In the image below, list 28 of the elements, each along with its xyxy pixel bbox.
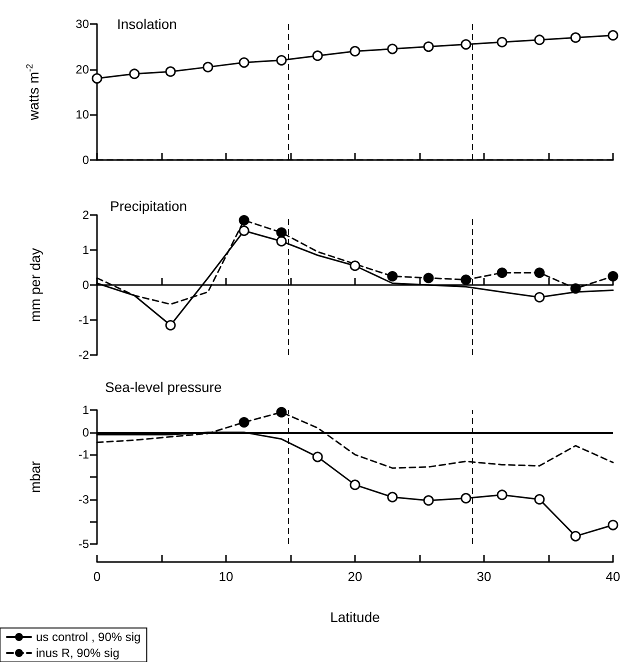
y-tick-label: 2 [82, 208, 90, 222]
chart-title: Sea-level pressure [105, 379, 222, 395]
y-tick-label: 0 [82, 278, 90, 292]
y-tick-label: 10 [76, 108, 90, 122]
y-tick-label: -2 [78, 348, 90, 362]
y-tick-label: 1 [82, 403, 90, 417]
y-tick-label: 1 [82, 243, 90, 257]
x-tick-label: 30 [476, 569, 492, 584]
y-tick-label: 20 [76, 62, 90, 76]
legend-label: us control , 90% sig [36, 630, 141, 644]
y-axis-title: mm per day [27, 248, 43, 322]
x-tick-label: 20 [348, 569, 362, 584]
y-tick-label: -1 [78, 313, 90, 327]
y-tick-label: -3 [78, 492, 90, 506]
legend-label: inus R, 90% sig [36, 646, 120, 660]
x-tick-label: 40 [606, 569, 620, 584]
y-tick-label: 0 [82, 425, 90, 440]
y-axis-title: mbar [27, 460, 43, 493]
x-axis-title: Latitude [330, 609, 380, 625]
y-tick-label: -5 [78, 537, 90, 551]
chart-title: Precipitation [110, 198, 188, 214]
chart-title: Insolation [117, 16, 177, 32]
y-tick-label: -1 [78, 448, 90, 462]
y-tick-label: 30 [76, 17, 90, 31]
y-axis-title: watts m-2 [24, 64, 42, 122]
x-tick-label: 10 [218, 569, 234, 584]
y-tick-label: 0 [82, 153, 90, 167]
x-tick-label: 0 [93, 569, 101, 584]
